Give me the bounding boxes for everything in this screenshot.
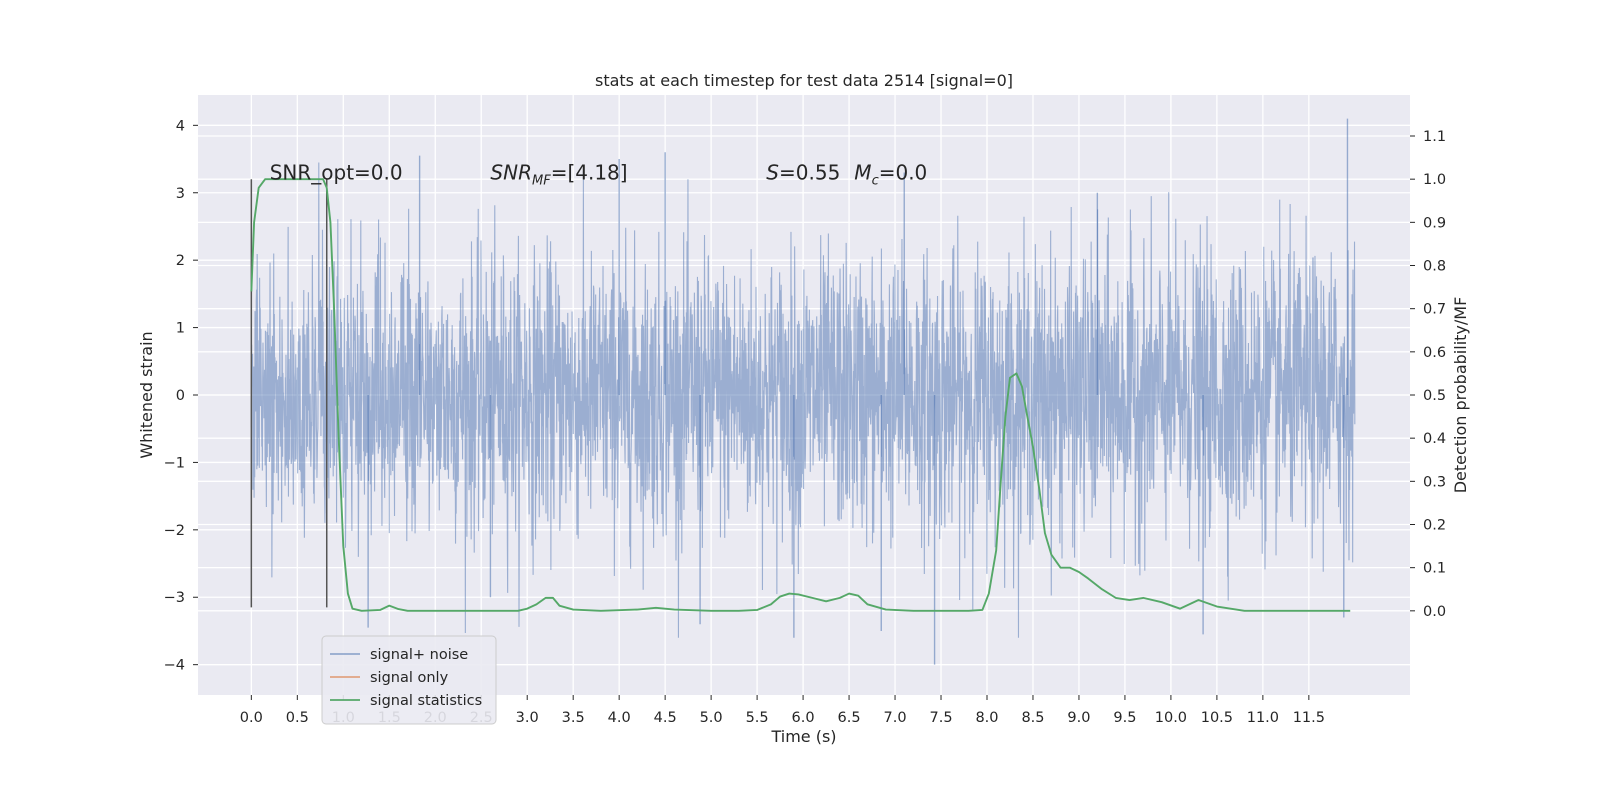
x-tick-label: 8.0 bbox=[975, 710, 998, 726]
x-tick-label: 8.5 bbox=[1021, 710, 1044, 726]
annotation-s-symbol: S bbox=[766, 161, 779, 185]
chart-title: stats at each timestep for test data 251… bbox=[595, 71, 1013, 90]
annotation-snr-opt: SNR_opt=0.0 bbox=[270, 161, 403, 185]
x-tick-label: 4.5 bbox=[654, 710, 677, 726]
legend: signal+ noise signal only signal statist… bbox=[321, 635, 497, 725]
signal-statistics-line bbox=[250, 178, 1351, 612]
x-tick-label: 4.0 bbox=[608, 710, 631, 726]
y-tick-label-right: 0.3 bbox=[1423, 474, 1446, 490]
y-axis-label-right: Detection probability/MF bbox=[1451, 297, 1470, 494]
y-tick-label-left: −1 bbox=[164, 455, 185, 471]
y-tick-label-right: 0.9 bbox=[1423, 215, 1446, 231]
x-tick-label: 7.0 bbox=[884, 710, 907, 726]
annotation-snr-mf-subscript: MF bbox=[532, 174, 551, 189]
y-tick-label-right: 0.2 bbox=[1423, 517, 1446, 533]
y-axis-label-left: Whitened strain bbox=[137, 331, 156, 458]
y-tick-label-right: 0.6 bbox=[1423, 345, 1446, 361]
x-tick-label: 9.0 bbox=[1067, 710, 1090, 726]
y-tick-label-left: 3 bbox=[176, 186, 185, 202]
x-tick-label: 7.5 bbox=[929, 710, 952, 726]
x-tick-label: 10.5 bbox=[1201, 710, 1233, 726]
y-tick-label-left: 4 bbox=[176, 118, 185, 134]
x-axis-label: Time (s) bbox=[770, 727, 836, 746]
y-tick-label-left: −4 bbox=[164, 658, 185, 674]
y-tick-label-right: 0.0 bbox=[1423, 604, 1446, 620]
legend-box bbox=[321, 635, 497, 725]
y-tick-label-left: −2 bbox=[164, 523, 185, 539]
y-tick-label-right: 0.8 bbox=[1423, 259, 1446, 275]
y-tick-label-left: 0 bbox=[176, 388, 185, 404]
y-tick-label-left: 2 bbox=[176, 253, 185, 269]
x-tick-label: 10.0 bbox=[1155, 710, 1187, 726]
x-tick-label: 11.0 bbox=[1247, 710, 1279, 726]
x-tick-label: 11.5 bbox=[1293, 710, 1325, 726]
annotation-mc-value: =0.0 bbox=[879, 161, 928, 185]
x-tick-label: 5.5 bbox=[746, 710, 769, 726]
legend-label-signal-statistics: signal statistics bbox=[370, 693, 482, 709]
x-tick-label: 0.5 bbox=[286, 710, 309, 726]
signal-noise-series bbox=[250, 118, 1356, 665]
x-tick-label: 3.5 bbox=[562, 710, 585, 726]
y-tick-label-left: −3 bbox=[164, 590, 185, 606]
axis-ticks: 0.00.51.01.52.02.53.03.54.04.55.05.56.06… bbox=[164, 118, 1446, 726]
x-tick-label: 6.0 bbox=[792, 710, 815, 726]
y-tick-label-right: 0.4 bbox=[1423, 431, 1446, 447]
y-tick-label-right: 1.1 bbox=[1423, 129, 1446, 145]
annotation-snr-mf-value: =[4.18] bbox=[551, 161, 628, 185]
signal-statistics-series bbox=[250, 178, 1351, 612]
legend-label-signal-only: signal only bbox=[370, 670, 449, 686]
x-tick-label: 6.5 bbox=[838, 710, 861, 726]
y-tick-label-right: 0.1 bbox=[1423, 561, 1446, 577]
x-tick-label: 0.0 bbox=[240, 710, 263, 726]
annotation-snr-mf-symbol: SNR bbox=[490, 161, 532, 185]
y-tick-label-right: 0.7 bbox=[1423, 302, 1446, 318]
annotation-s-mc: S=0.55 Mc=0.0 bbox=[766, 161, 927, 189]
y-tick-label-right: 1.0 bbox=[1423, 172, 1446, 188]
signal-markers bbox=[250, 179, 328, 608]
annotation-mc-subscript: c bbox=[872, 174, 879, 189]
annotation-mc-symbol: M bbox=[854, 161, 871, 185]
x-tick-label: 9.5 bbox=[1113, 710, 1136, 726]
annotation-s-value: =0.55 bbox=[779, 161, 840, 185]
legend-label-signal-noise: signal+ noise bbox=[370, 647, 468, 663]
signal-noise-line bbox=[250, 162, 1356, 638]
x-tick-label: 5.0 bbox=[700, 710, 723, 726]
y-tick-label-right: 0.5 bbox=[1423, 388, 1446, 404]
y-tick-label-left: 1 bbox=[176, 321, 185, 337]
annotation-snr-mf: SNRMF=[4.18] bbox=[490, 161, 627, 189]
x-tick-label: 3.0 bbox=[516, 710, 539, 726]
